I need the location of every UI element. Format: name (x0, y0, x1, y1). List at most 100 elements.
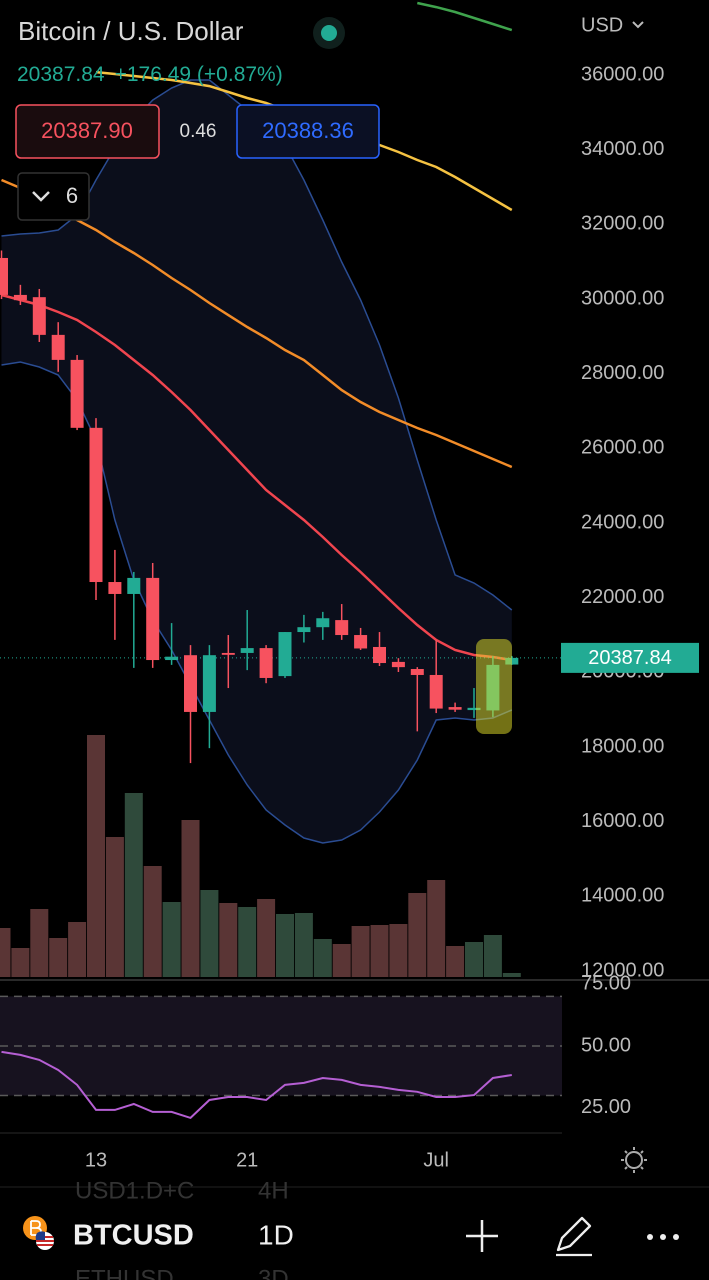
volume-bar (49, 938, 68, 977)
ghost-interval: 4H (258, 1177, 289, 1204)
volume-bar (143, 866, 162, 977)
candle-body (0, 257, 8, 295)
volume-bar (11, 948, 30, 977)
ghost-symbol: USD1.D+C (75, 1177, 194, 1204)
header-price: 20387.84 +176.49 (+0.87%) (17, 63, 283, 86)
volume-bar (162, 902, 181, 977)
candle-body (278, 632, 292, 677)
y-tick-label: 24000.00 (581, 511, 664, 533)
volume-bar (87, 735, 105, 977)
candle-body (240, 648, 254, 653)
volume-bar (257, 899, 276, 977)
y-tick-label: 16000.00 (581, 810, 664, 832)
rsi-line (1, 1050, 512, 1120)
y-tick-label: 26000.00 (581, 437, 664, 459)
last-price-label: 20387.84 (588, 647, 671, 669)
volume-bar (124, 793, 143, 977)
chevron-icon (632, 21, 644, 29)
draw-button[interactable] (556, 1216, 592, 1257)
x-tick-label: 21 (236, 1149, 258, 1171)
plot-layer (0, 1, 562, 1120)
buy-button[interactable] (236, 104, 380, 159)
candle-body (108, 582, 122, 594)
volume-bar (332, 944, 351, 977)
candle-body (335, 620, 349, 636)
ghost-symbol: ETHUSD (75, 1265, 174, 1280)
volume-bar (219, 903, 238, 977)
sell-button[interactable] (15, 104, 160, 159)
y-tick-label: 50.00 (581, 1034, 631, 1056)
dot (647, 1234, 653, 1240)
y-tick-label: 36000.00 (581, 63, 664, 85)
gear-teeth (621, 1147, 647, 1173)
volume-bar (465, 942, 483, 977)
candle-body (202, 655, 216, 712)
candle-body (391, 661, 405, 668)
y-tick-label: 28000.00 (581, 362, 664, 384)
last-price-badge (561, 642, 699, 673)
x-tick-label: 13 (85, 1149, 107, 1171)
volume-bar (200, 890, 219, 977)
y-tick-label: 32000.00 (581, 213, 664, 235)
ask-price: 20388.36 (262, 118, 354, 143)
candle-body (467, 707, 481, 711)
candle-body (297, 627, 311, 633)
y-tick-label: 25.00 (581, 1096, 631, 1118)
candle-body (70, 359, 84, 428)
candle-body (32, 297, 46, 335)
symbol-title: Bitcoin / U.S. Dollar (18, 16, 244, 46)
currency-select[interactable]: USD (581, 14, 623, 36)
candle-body (354, 635, 368, 649)
volume-bar (313, 939, 332, 977)
candle-body (410, 669, 424, 675)
y-tick-label: 22000.00 (581, 586, 664, 608)
interval[interactable]: 1D (258, 1219, 294, 1250)
y-tick-label: 14000.00 (581, 885, 664, 907)
more-button[interactable] (647, 1234, 679, 1240)
candle-body (89, 427, 103, 583)
status-dot (321, 25, 337, 41)
settings-button[interactable] (621, 1147, 647, 1173)
volume-bar (238, 907, 257, 977)
volume-bar (502, 973, 521, 977)
band-lower (1, 361, 513, 844)
bid-price: 20387.90 (41, 118, 133, 143)
y-tick-label: 18000.00 (581, 735, 664, 757)
symbol[interactable]: BTCUSD (73, 1220, 194, 1252)
volume-bar (408, 893, 427, 977)
candle-body (221, 652, 235, 655)
moving-average (1, 178, 513, 469)
axis-layer: 36000.00 34000.00 32000.00 30000.00 28000.00… (85, 63, 699, 1171)
candle-body (51, 334, 65, 360)
y-tick-label: 12000.00 (581, 959, 664, 981)
volume-bar (0, 928, 11, 977)
dot (673, 1234, 679, 1240)
volume-bar (427, 880, 446, 977)
y-tick-label: 75.00 (581, 972, 631, 994)
candle-body (13, 294, 27, 301)
flag-icon (35, 1231, 54, 1250)
y-tick-label: 34000.00 (581, 138, 664, 160)
add-button[interactable] (466, 1220, 498, 1252)
volume-bar (30, 909, 49, 977)
candle-body (127, 577, 141, 594)
candle-body (165, 656, 179, 661)
candle-body (184, 655, 197, 712)
volume-bar (351, 926, 370, 977)
flag-canton (35, 1231, 45, 1240)
chevron-icon (32, 191, 50, 202)
candle-body (373, 646, 386, 664)
indicators-toggle[interactable] (17, 172, 90, 221)
volume-bar (370, 925, 389, 977)
volume-bar (105, 837, 124, 977)
candle-body (429, 674, 443, 709)
spread: 0.46 (180, 121, 217, 142)
volume-bar (276, 914, 294, 977)
ghost-interval: 3D (258, 1265, 289, 1280)
change: +176.49 (+0.87%) (115, 63, 283, 86)
x-tick-label: Jul (423, 1149, 449, 1171)
volume-bar (446, 946, 465, 977)
volume-bar (68, 922, 87, 977)
